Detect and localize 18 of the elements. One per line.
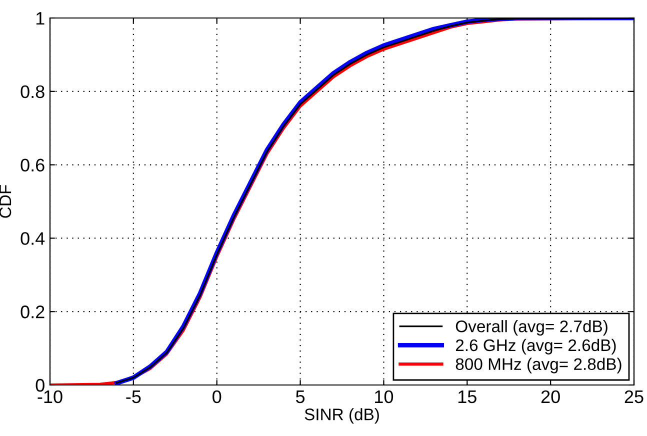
- x-tick-label: 0: [212, 390, 222, 404]
- x-tick-label: 10: [375, 390, 394, 404]
- y-tick-label: 0.6: [20, 158, 44, 172]
- y-tick-label: 0: [36, 378, 44, 392]
- y-tick-label: 0.8: [20, 85, 44, 98]
- legend-label: 2.6 GHz (avg= 2.6dB): [456, 338, 616, 354]
- y-tick-label: 0.4: [20, 232, 45, 245]
- x-tick-label: 5: [296, 390, 305, 404]
- x-tick-label: 20: [541, 390, 560, 404]
- y-tick-label: 0.2: [20, 306, 44, 318]
- legend-label: Overall (avg= 2.7dB): [456, 320, 608, 336]
- x-axis-title: SINR (dB): [304, 408, 379, 424]
- x-tick-label: -5: [126, 390, 141, 404]
- y-tick-label: 1: [36, 12, 44, 25]
- x-tick-label: 15: [458, 390, 476, 404]
- x-tick-label: -10: [38, 390, 62, 404]
- legend-label: 800 MHz (avg= 2.8dB): [456, 358, 622, 374]
- x-tick-label: 25: [624, 390, 644, 404]
